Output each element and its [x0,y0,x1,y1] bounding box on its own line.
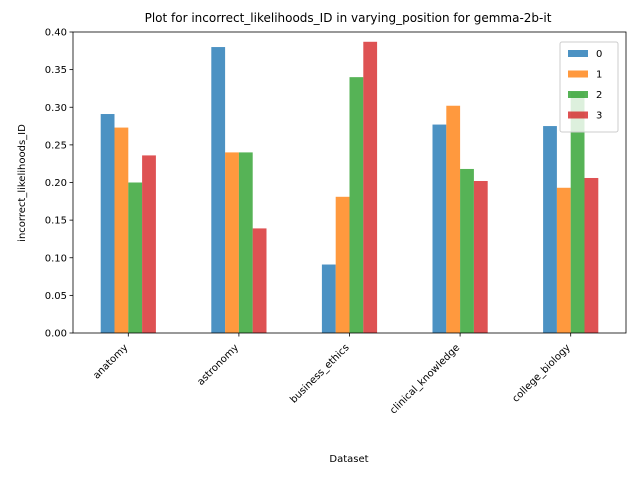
bar-business_ethics-series-2 [349,77,364,334]
bar-anatomy-series-0 [100,114,115,334]
bar-astronomy-series-0 [211,47,226,334]
y-tick-label: 0.15 [45,216,67,227]
legend: 0 1 2 3 [559,41,619,133]
y-tick-label: 0.10 [45,253,67,264]
y-tick-label: 0.35 [45,65,67,76]
bars-layer [100,41,599,334]
x-axis: anatomy astronomy business_ethics clinical_… [91,333,573,416]
bar-college_biology-series-2 [570,92,585,333]
x-tick-label: college_biology [510,342,572,404]
bar-business_ethics-series-0 [321,264,336,333]
bar-astronomy-series-2 [238,152,253,333]
x-tick-label: anatomy [91,342,130,381]
bar-clinical_knowledge-series-1 [446,105,461,334]
x-tick-label: astronomy [195,342,241,388]
y-tick-label: 0.20 [45,178,67,189]
bar-astronomy-series-3 [252,228,267,333]
legend-swatch-2 [568,91,588,98]
y-axis-label: incorrect_likelihoods_ID [17,124,28,242]
x-tick-label: business_ethics [288,342,351,405]
legend-swatch-1 [568,70,588,78]
legend-label-1: 1 [596,70,602,81]
bar-business_ethics-series-1 [335,196,350,333]
y-tick-label: 0.05 [45,291,67,302]
bar-anatomy-series-3 [142,155,156,333]
legend-label-0: 0 [596,49,602,60]
legend-swatch-0 [568,50,588,57]
bar-college_biology-series-3 [584,177,599,333]
x-axis-label: Dataset [329,454,368,465]
legend-label-3: 3 [596,111,602,122]
bar-clinical_knowledge-series-3 [473,180,488,333]
bar-astronomy-series-1 [225,152,239,333]
y-axis: 0.00 0.05 0.10 0.15 0.20 0.25 0.30 0.35 0.40 [45,28,73,340]
bar-college_biology-series-1 [556,187,571,333]
y-tick-label: 0.00 [45,329,67,340]
bar-business_ethics-series-3 [363,41,378,333]
bar-anatomy-series-1 [114,127,129,333]
legend-box [559,41,619,133]
y-tick-label: 0.40 [45,28,67,39]
plot-frame [72,31,627,334]
bar-clinical_knowledge-series-2 [460,168,474,333]
y-tick-label: 0.25 [45,140,67,151]
bar-anatomy-series-2 [128,182,143,333]
bar-clinical_knowledge-series-0 [432,124,447,334]
bar-college_biology-series-0 [543,126,557,333]
y-tick-label: 0.30 [45,103,67,114]
x-tick-label: clinical_knowledge [388,342,462,416]
legend-label-2: 2 [596,90,602,101]
chart-title: Plot for incorrect_likelihoods_ID in var… [145,11,552,25]
legend-swatch-3 [568,111,588,119]
